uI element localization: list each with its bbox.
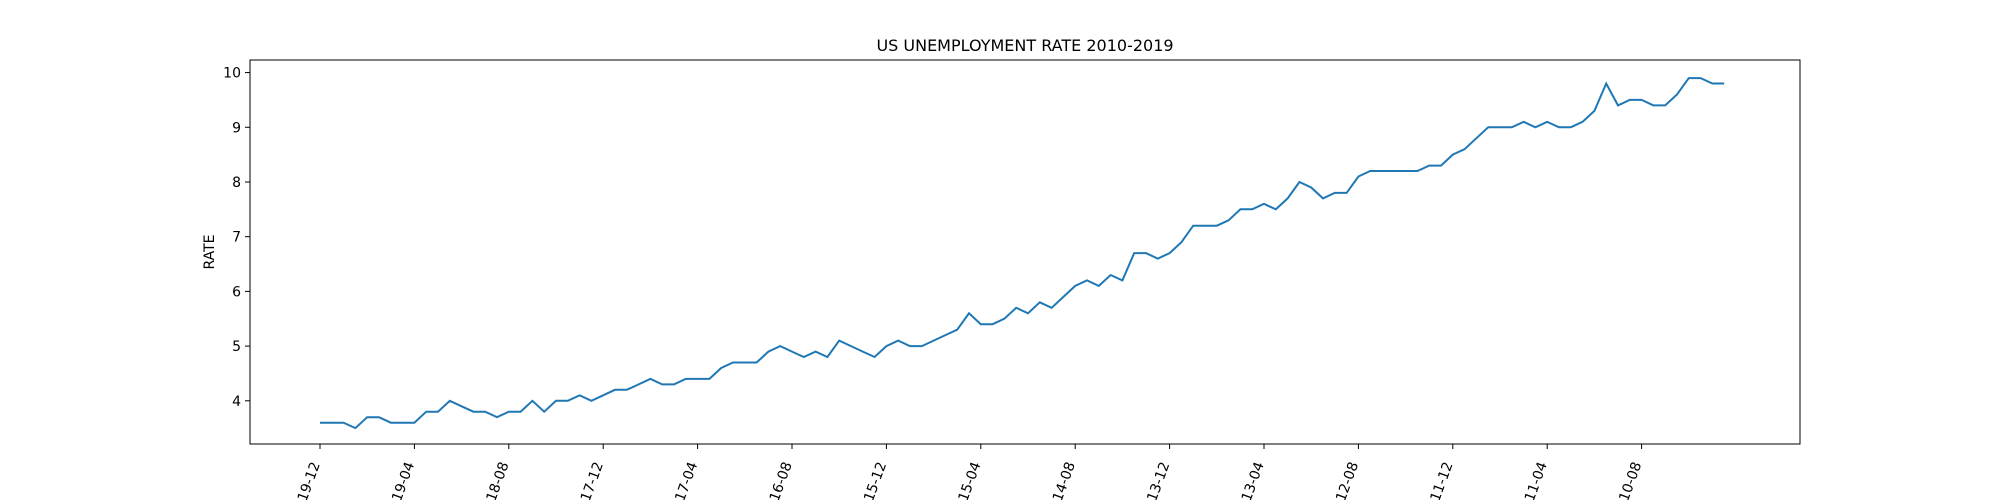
x-tick-label: 2011-12 xyxy=(1422,460,1457,500)
x-tick-label: 2013-04 xyxy=(1233,460,1268,500)
x-tick-label: 2012-08 xyxy=(1327,460,1362,500)
x-tick-label: 2015-04 xyxy=(950,460,985,500)
x-tick-label: 2019-12 xyxy=(289,460,324,500)
y-tick-label: 10 xyxy=(223,66,241,82)
x-tick-label: 2015-12 xyxy=(855,460,890,500)
y-tick-label: 7 xyxy=(232,230,241,246)
y-tick-label: 4 xyxy=(232,394,241,410)
y-tick-label: 6 xyxy=(232,284,241,300)
y-tick-label: 5 xyxy=(232,339,241,355)
x-tick-label: 2016-08 xyxy=(761,460,796,500)
chart-title: US UNEMPLOYMENT RATE 2010-2019 xyxy=(876,36,1173,55)
x-tick-label: 2017-12 xyxy=(572,460,607,500)
y-tick-label: 9 xyxy=(232,120,241,136)
x-tick-label: 2010-08 xyxy=(1610,460,1645,500)
y-axis-label: RATE xyxy=(202,234,218,269)
x-tick-label: 2017-04 xyxy=(666,460,701,500)
x-tick-label: 2018-08 xyxy=(478,460,513,500)
x-tick-label: 2011-04 xyxy=(1516,460,1551,500)
x-tick-label: 2014-08 xyxy=(1044,460,1079,500)
x-tick-label: 2019-04 xyxy=(383,460,418,500)
y-tick-label: 8 xyxy=(232,175,241,191)
line-series xyxy=(320,77,1725,430)
plot-frame xyxy=(249,59,1801,445)
x-tick-label: 2013-12 xyxy=(1138,460,1173,500)
